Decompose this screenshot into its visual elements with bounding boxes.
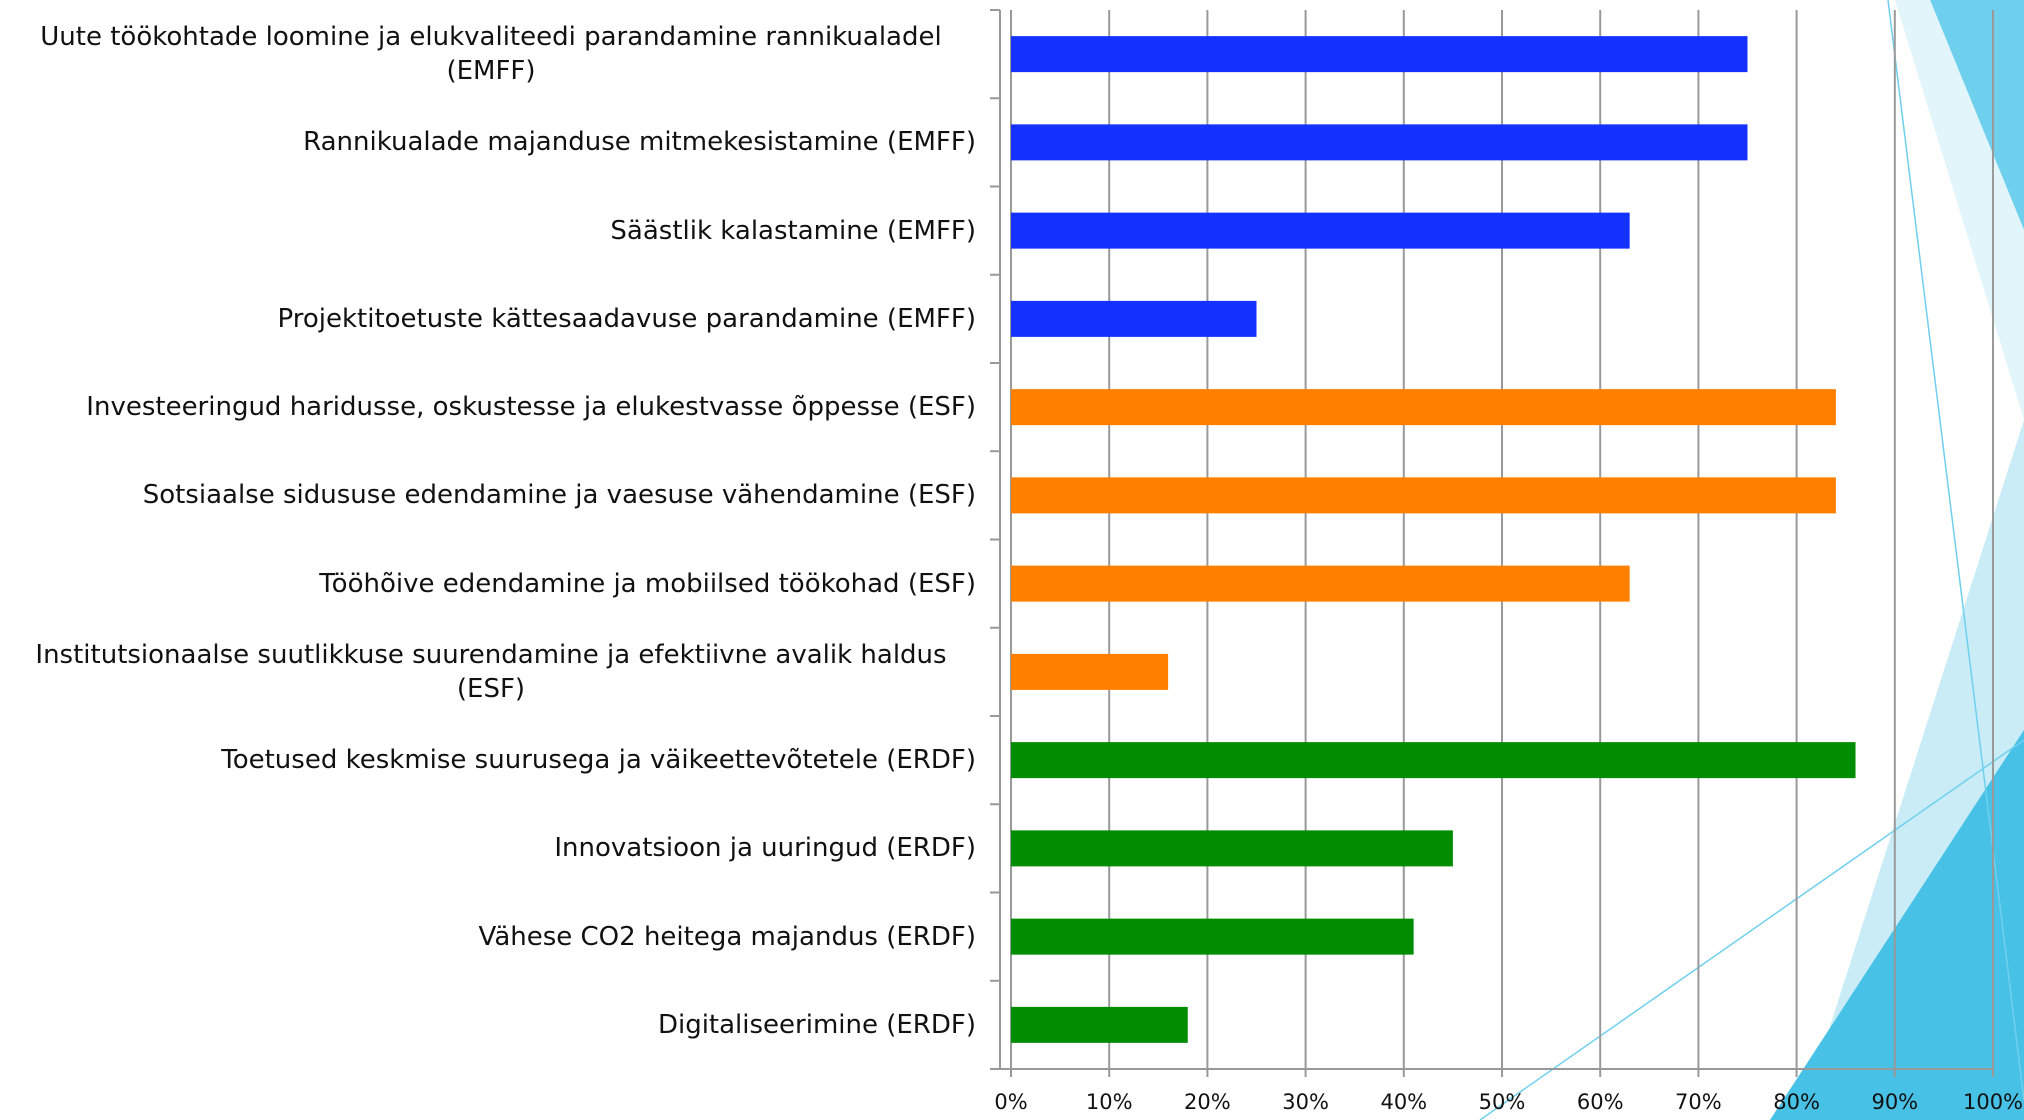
x-tick-label: 40% xyxy=(1380,1090,1427,1114)
category-label-wrap: Toetused keskmise suurusega ja väikeette… xyxy=(221,716,976,804)
x-tick-label: 30% xyxy=(1282,1090,1329,1114)
category-label-wrap: Digitaliseerimine (ERDF) xyxy=(658,981,976,1069)
bar xyxy=(1011,212,1630,249)
bar xyxy=(1011,830,1453,867)
bar xyxy=(1011,36,1748,73)
bar xyxy=(1011,124,1748,161)
x-tick-label: 50% xyxy=(1479,1090,1526,1114)
bar xyxy=(1011,653,1169,690)
category-label-wrap: Investeeringud haridusse, oskustesse ja … xyxy=(86,363,976,451)
y-tick-label: Sotsiaalse sidususe edendamine ja vaesus… xyxy=(142,480,976,511)
category-label-wrap: Rannikualade majanduse mitmekesistamine … xyxy=(303,98,976,186)
bar xyxy=(1011,477,1836,514)
x-tick-label: 10% xyxy=(1086,1090,1133,1114)
x-tick-label: 80% xyxy=(1773,1090,1820,1114)
deco-line xyxy=(1479,739,2024,1120)
y-tick-label: Uute töökohtade loomine ja elukvaliteedi… xyxy=(40,22,942,87)
x-tick-label: 60% xyxy=(1577,1090,1624,1114)
category-label-wrap: Sotsiaalse sidususe edendamine ja vaesus… xyxy=(143,451,976,539)
category-label-wrap: Innovatsioon ja uuringud (ERDF) xyxy=(554,804,976,892)
y-tick-label: Säästlik kalastamine (EMFF) xyxy=(610,215,976,246)
y-tick-label: Projektitoetuste kättesaadavuse parandam… xyxy=(277,303,976,334)
deco-shape xyxy=(1770,730,2024,1120)
y-tick-label: Innovatsioon ja uuringud (ERDF) xyxy=(554,833,976,864)
category-label-wrap: Vähese CO2 heitega majandus (ERDF) xyxy=(479,893,976,981)
y-tick-label: Digitaliseerimine (ERDF) xyxy=(657,1009,976,1040)
x-tick-label: 100% xyxy=(1963,1090,2023,1114)
category-label-wrap: Institutsionaalse suutlikkuse suurendami… xyxy=(6,628,976,716)
category-label-wrap: Projektitoetuste kättesaadavuse parandam… xyxy=(278,275,976,363)
y-tick-label: Rannikualade majanduse mitmekesistamine … xyxy=(303,127,976,158)
x-tick-label: 90% xyxy=(1871,1090,1918,1114)
x-tick-label: 70% xyxy=(1675,1090,1722,1114)
deco-shape xyxy=(1895,0,2024,420)
bar xyxy=(1011,565,1630,602)
y-tick-label: Vähese CO2 heitega majandus (ERDF) xyxy=(478,921,976,952)
category-label-wrap: Säästlik kalastamine (EMFF) xyxy=(610,187,976,275)
deco-line xyxy=(1887,0,2024,1101)
bar xyxy=(1011,918,1414,955)
x-tick-label: 20% xyxy=(1184,1090,1231,1114)
y-tick-label: Institutsionaalse suutlikkuse suurendami… xyxy=(35,639,947,704)
decoration xyxy=(1479,0,2024,1120)
y-tick-label: Investeeringud haridusse, oskustesse ja … xyxy=(86,392,976,423)
bar xyxy=(1011,300,1257,337)
bar xyxy=(1011,389,1836,426)
plot: 0% 10% 20% 30% 40% 50% 60% 70% 80% 90% 100% xyxy=(990,9,2023,1114)
y-tick-label: Toetused keskmise suurusega ja väikeette… xyxy=(221,745,976,776)
category-label-wrap: Uute töökohtade loomine ja elukvaliteedi… xyxy=(6,10,976,98)
y-tick-label: Tööhõive edendamine ja mobiilsed töökoha… xyxy=(319,568,976,599)
x-tick-label: 0% xyxy=(994,1090,1027,1114)
bar xyxy=(1011,742,1856,779)
category-label-wrap: Tööhõive edendamine ja mobiilsed töökoha… xyxy=(319,540,976,628)
bar xyxy=(1011,1006,1188,1043)
